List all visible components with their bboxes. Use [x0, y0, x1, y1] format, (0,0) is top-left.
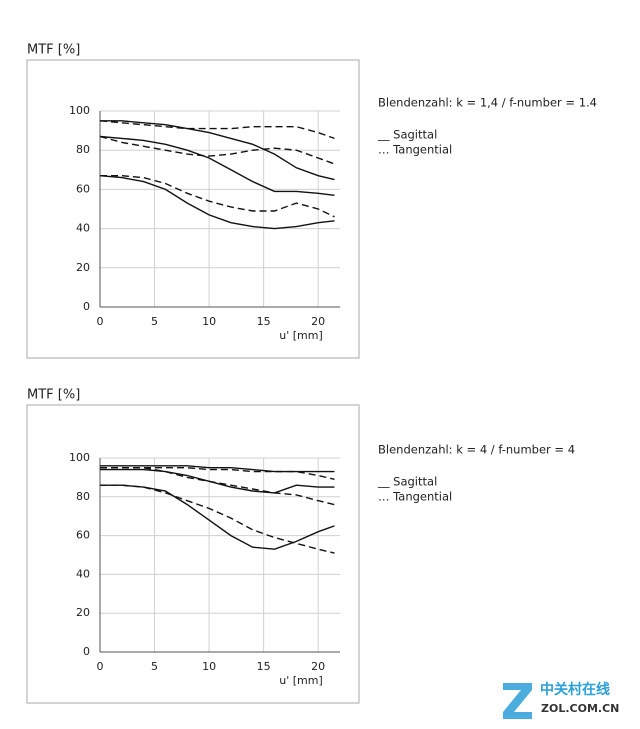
mtf-line — [100, 484, 335, 554]
y-tick-label: 60 — [76, 529, 90, 542]
x-axis-label: u' [mm] — [279, 329, 323, 342]
chart-frame — [26, 59, 360, 359]
y-tick-label: 40 — [76, 222, 90, 235]
watermark-logo — [503, 683, 532, 719]
y-tick-label: 0 — [83, 300, 90, 313]
annotation: Blendenzahl: k = 4 / f-number = 4 — [378, 443, 575, 457]
y-tick-label: 60 — [76, 182, 90, 195]
x-tick-label: 5 — [151, 315, 158, 328]
legend-entry: … Tangential — [378, 490, 452, 504]
y-tick-label: 20 — [76, 261, 90, 274]
x-tick-label: 0 — [97, 315, 104, 328]
x-tick-label: 20 — [311, 315, 325, 328]
mtf-line — [99, 175, 335, 230]
y-tick-label: 100 — [69, 104, 90, 117]
x-tick-label: 5 — [151, 660, 158, 673]
y-tick-label: 80 — [76, 490, 90, 503]
x-axis-label: u' [mm] — [279, 674, 323, 687]
mtf-line — [99, 135, 335, 165]
watermark-site: ZOL.COM.CN — [541, 702, 619, 715]
x-tick-label: 10 — [202, 660, 216, 673]
y-tick-label: 100 — [69, 451, 90, 464]
mtf-line — [99, 120, 335, 140]
y-tick-label: 20 — [76, 606, 90, 619]
chart-frame — [26, 404, 360, 704]
mtf-line — [100, 120, 335, 181]
y-tick-label: 40 — [76, 567, 90, 580]
x-tick-label: 20 — [311, 660, 325, 673]
mtf-line — [100, 174, 335, 218]
mtf-line — [100, 465, 335, 473]
mtf-line — [100, 484, 335, 550]
chart-title: MTF [%] — [27, 388, 80, 403]
y-tick-label: 0 — [83, 645, 90, 658]
y-tick-label: 80 — [76, 143, 90, 156]
legend-entry: … Tangential — [378, 143, 452, 157]
x-tick-label: 10 — [202, 315, 216, 328]
mtf-line — [100, 468, 335, 494]
annotation: Blendenzahl: k = 1,4 / f-number = 1.4 — [378, 96, 597, 110]
watermark-name: 中关村在线 — [540, 681, 610, 698]
legend-entry: __ Sagittal — [377, 128, 437, 142]
mtf-line — [99, 135, 335, 196]
x-tick-label: 15 — [257, 315, 271, 328]
chart-title: MTF [%] — [27, 43, 80, 58]
watermark: 中关村在线 ZOL.COM.CN — [503, 681, 619, 719]
legend-entry: __ Sagittal — [377, 475, 437, 489]
x-tick-label: 0 — [97, 660, 104, 673]
x-tick-label: 15 — [257, 660, 271, 673]
mtf-line — [100, 467, 335, 506]
